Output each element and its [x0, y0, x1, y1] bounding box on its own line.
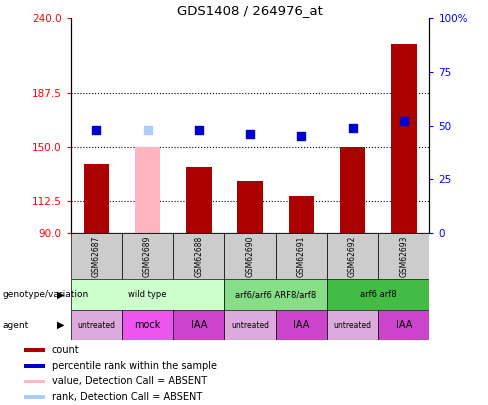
Bar	[340, 147, 366, 233]
Text: untreated: untreated	[334, 320, 371, 330]
Text: IAA: IAA	[191, 320, 207, 330]
Point	[298, 133, 305, 140]
Text: genotype/variation: genotype/variation	[2, 290, 89, 299]
Bar	[288, 196, 314, 233]
Text: arf6/arf6 ARF8/arf8: arf6/arf6 ARF8/arf8	[235, 290, 316, 299]
Bar	[327, 233, 378, 279]
Bar	[122, 310, 173, 340]
Text: GSM62693: GSM62693	[399, 235, 408, 277]
Point	[246, 131, 254, 137]
Bar	[276, 233, 327, 279]
Bar	[224, 279, 327, 310]
Bar	[327, 310, 378, 340]
Bar	[71, 310, 122, 340]
Text: IAA: IAA	[396, 320, 412, 330]
Text: GSM62692: GSM62692	[348, 235, 357, 277]
Text: IAA: IAA	[293, 320, 309, 330]
Text: agent: agent	[2, 320, 29, 330]
Bar	[122, 233, 173, 279]
Bar	[276, 310, 327, 340]
Text: GSM62691: GSM62691	[297, 235, 306, 277]
Text: GSM62688: GSM62688	[194, 236, 203, 277]
Title: GDS1408 / 264976_at: GDS1408 / 264976_at	[177, 4, 323, 17]
Bar	[224, 233, 276, 279]
Bar	[173, 310, 224, 340]
Bar	[173, 233, 224, 279]
Text: ▶: ▶	[58, 320, 65, 330]
Bar	[24, 379, 45, 384]
Text: ▶: ▶	[58, 290, 65, 300]
Point	[144, 127, 152, 133]
Point	[400, 118, 408, 124]
Text: GSM62690: GSM62690	[245, 235, 255, 277]
Text: count: count	[52, 345, 80, 355]
Point	[349, 124, 357, 131]
Text: GSM62689: GSM62689	[143, 235, 152, 277]
Bar	[71, 233, 122, 279]
Point	[195, 127, 203, 133]
Bar	[237, 181, 263, 233]
Text: rank, Detection Call = ABSENT: rank, Detection Call = ABSENT	[52, 392, 202, 402]
Text: wild type: wild type	[128, 290, 167, 299]
Text: value, Detection Call = ABSENT: value, Detection Call = ABSENT	[52, 377, 207, 386]
Text: mock: mock	[134, 320, 161, 330]
Bar	[83, 164, 109, 233]
Bar	[186, 167, 212, 233]
Bar	[71, 279, 224, 310]
Bar	[378, 310, 429, 340]
Bar	[24, 364, 45, 368]
Bar	[327, 279, 429, 310]
Bar	[378, 233, 429, 279]
Bar	[24, 348, 45, 352]
Text: untreated: untreated	[231, 320, 269, 330]
Point	[93, 127, 101, 133]
Bar	[224, 310, 276, 340]
Bar	[135, 147, 161, 233]
Text: arf6 arf8: arf6 arf8	[360, 290, 397, 299]
Bar	[24, 395, 45, 399]
Text: GSM62687: GSM62687	[92, 235, 101, 277]
Bar	[391, 44, 417, 233]
Text: untreated: untreated	[78, 320, 115, 330]
Text: percentile rank within the sample: percentile rank within the sample	[52, 361, 217, 371]
